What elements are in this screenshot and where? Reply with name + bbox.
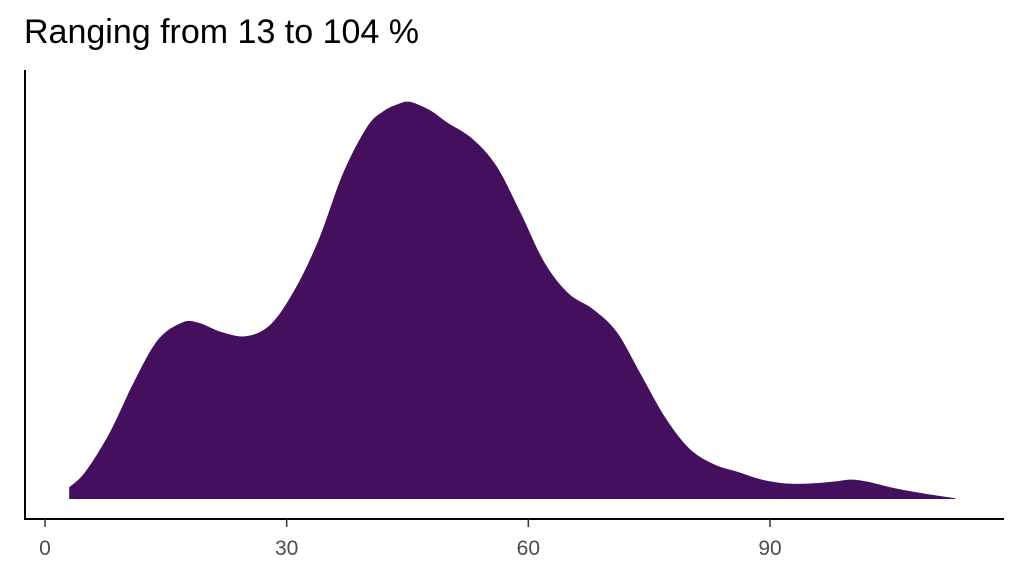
x-axis-ticks: 0 30 60 90	[39, 519, 782, 560]
chart-title: Ranging from 13 to 104 %	[24, 13, 420, 51]
x-tick-label: 90	[758, 537, 781, 560]
x-tick-label: 30	[275, 537, 298, 560]
x-tick-label: 60	[517, 537, 540, 560]
density-area	[69, 101, 956, 499]
x-tick-label: 0	[39, 537, 51, 560]
